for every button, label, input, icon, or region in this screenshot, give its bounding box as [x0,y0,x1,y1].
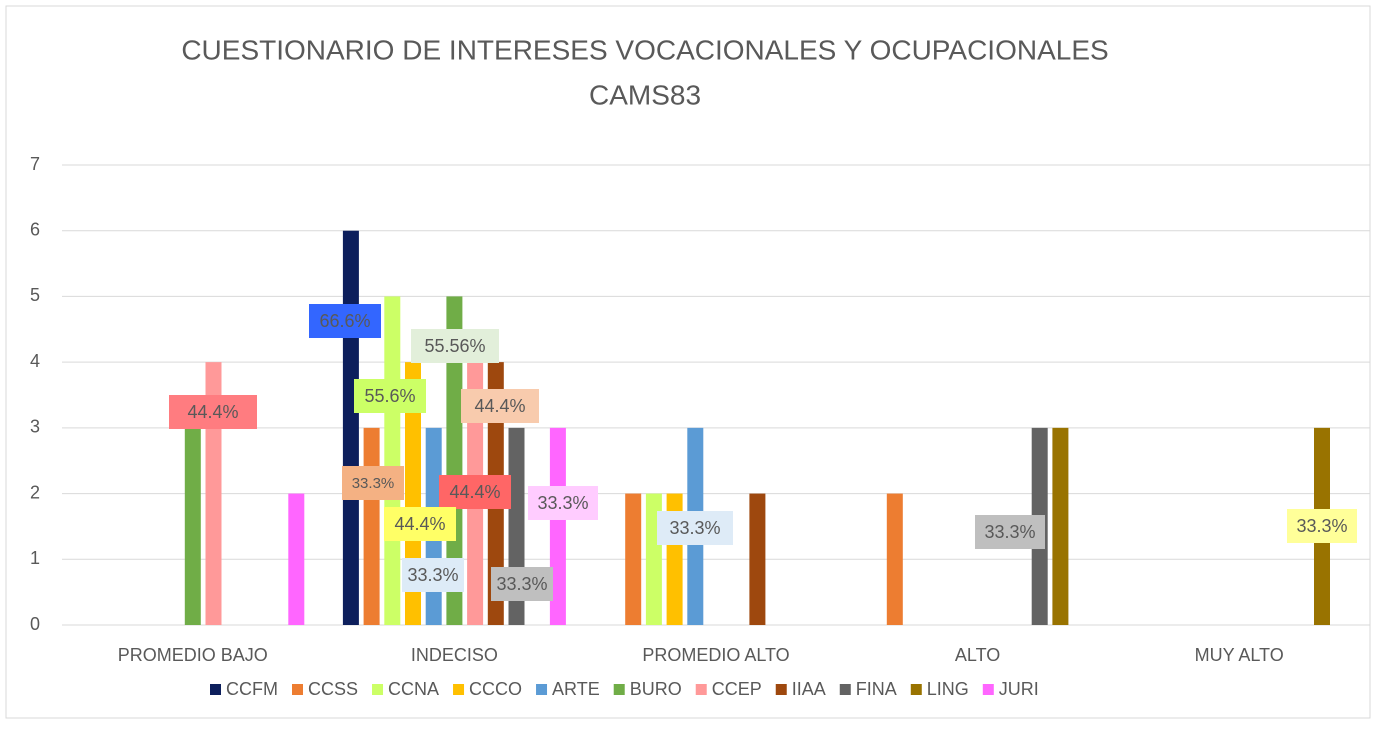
legend-label: FINA [856,679,897,699]
bar [288,493,305,625]
y-tick-label: 3 [30,417,40,437]
data-label: 44.4% [394,514,445,534]
data-label-box [528,486,598,520]
data-label-box [309,304,381,338]
bar [342,230,359,625]
legend-label: IIAA [792,679,826,699]
bar [446,296,463,625]
y-tick-label: 1 [30,548,40,568]
x-tick-label: INDECISO [411,645,498,665]
legend-swatch [372,684,384,695]
data-label-box [491,567,553,601]
y-tick-label: 6 [30,219,40,239]
data-label: 66.6% [319,311,370,331]
data-label-box [657,511,733,545]
legend-swatch [210,684,221,695]
data-label: 33.3% [537,493,588,513]
data-label: 55.56% [424,336,485,356]
data-label-box [354,379,426,413]
x-tick-label: MUY ALTO [1195,645,1284,665]
legend-swatch [695,684,707,695]
bar [886,493,903,625]
x-tick-label: PROMEDIO BAJO [118,645,268,665]
y-tick-label: 4 [30,351,40,371]
data-label: 33.3% [496,574,547,594]
data-label-box [461,389,539,423]
data-label: 33.3% [984,522,1035,542]
bar [549,427,566,625]
bar [1052,427,1069,625]
data-label: 33.3% [352,475,395,492]
legend-label: ARTE [552,679,600,699]
data-label-box [1287,509,1357,543]
legend-swatch [453,684,465,695]
data-label: 33.3% [1296,516,1347,536]
legend-swatch [982,684,994,695]
bar [363,427,380,625]
y-tick-label: 7 [30,154,40,174]
legend-swatch [839,684,851,695]
x-tick-label: ALTO [955,645,1000,665]
data-label: 33.3% [407,565,458,585]
legend-label: CCEP [712,679,762,699]
bar [749,493,766,625]
y-tick-label: 0 [30,614,40,634]
data-label: 44.4% [449,482,500,502]
data-label-box [975,515,1045,549]
data-label-box [411,329,499,363]
bar [384,296,401,625]
data-label-box [402,558,464,592]
data-label-box [342,466,404,500]
legend-swatch [613,684,625,695]
chart-title: CUESTIONARIO DE INTERESES VOCACIONALES Y… [181,34,1108,65]
legend-label: BURO [630,679,682,699]
chart-title: CAMS83 [589,79,701,110]
data-label: 33.3% [669,518,720,538]
legend-label: CCNA [388,679,439,699]
bar [184,427,201,625]
legend-label: CCSS [308,679,358,699]
y-tick-label: 5 [30,285,40,305]
legend-label: JURI [999,679,1039,699]
legend-swatch [910,684,922,695]
data-label: 44.4% [474,396,525,416]
legend-label: LING [927,679,969,699]
legend-swatch [536,684,548,695]
data-label-box [169,395,257,429]
data-label-box [439,475,511,509]
data-label: 44.4% [187,402,238,422]
x-tick-label: PROMEDIO ALTO [642,645,789,665]
legend-label: CCFM [226,679,278,699]
data-label: 55.6% [364,386,415,406]
legend-swatch [292,684,303,695]
data-label-box [384,507,456,541]
legend-label: CCCO [469,679,522,699]
y-tick-label: 2 [30,482,40,502]
bar [625,493,642,625]
legend-swatch [775,684,787,695]
